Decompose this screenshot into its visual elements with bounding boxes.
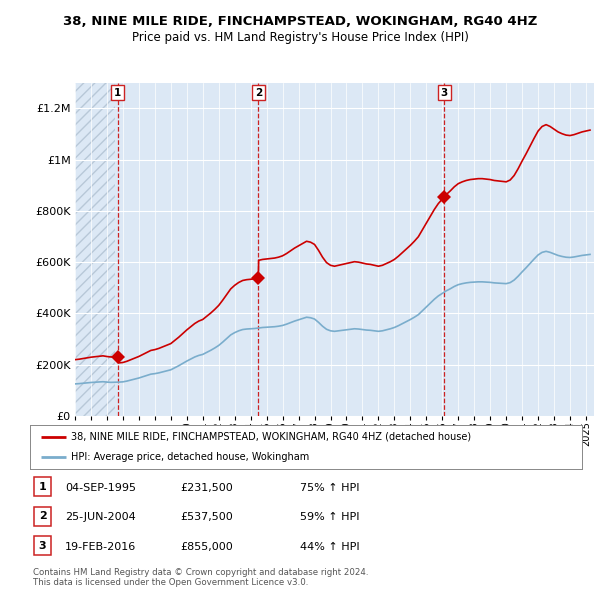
Text: HPI: Average price, detached house, Wokingham: HPI: Average price, detached house, Woki… xyxy=(71,452,310,462)
Text: 3: 3 xyxy=(39,541,46,550)
Text: 1: 1 xyxy=(114,87,121,97)
FancyBboxPatch shape xyxy=(34,536,51,555)
Text: 38, NINE MILE RIDE, FINCHAMPSTEAD, WOKINGHAM, RG40 4HZ (detached house): 38, NINE MILE RIDE, FINCHAMPSTEAD, WOKIN… xyxy=(71,432,472,442)
Text: 25-JUN-2004: 25-JUN-2004 xyxy=(65,513,136,522)
FancyBboxPatch shape xyxy=(34,477,51,496)
Text: 38, NINE MILE RIDE, FINCHAMPSTEAD, WOKINGHAM, RG40 4HZ: 38, NINE MILE RIDE, FINCHAMPSTEAD, WOKIN… xyxy=(63,15,537,28)
Text: £231,500: £231,500 xyxy=(180,483,233,493)
Text: £855,000: £855,000 xyxy=(180,542,233,552)
Text: £537,500: £537,500 xyxy=(180,513,233,522)
Text: 59% ↑ HPI: 59% ↑ HPI xyxy=(300,513,359,522)
Bar xyxy=(75,83,115,416)
Text: 19-FEB-2016: 19-FEB-2016 xyxy=(65,542,136,552)
Text: 44% ↑ HPI: 44% ↑ HPI xyxy=(300,542,359,552)
FancyBboxPatch shape xyxy=(34,507,51,526)
Text: Contains HM Land Registry data © Crown copyright and database right 2024.
This d: Contains HM Land Registry data © Crown c… xyxy=(33,568,368,587)
Text: 2: 2 xyxy=(255,87,262,97)
Text: Price paid vs. HM Land Registry's House Price Index (HPI): Price paid vs. HM Land Registry's House … xyxy=(131,31,469,44)
Text: 75% ↑ HPI: 75% ↑ HPI xyxy=(300,483,359,493)
Text: 1: 1 xyxy=(39,482,46,491)
Text: 3: 3 xyxy=(441,87,448,97)
Text: 2: 2 xyxy=(39,512,46,521)
Text: 04-SEP-1995: 04-SEP-1995 xyxy=(65,483,136,493)
